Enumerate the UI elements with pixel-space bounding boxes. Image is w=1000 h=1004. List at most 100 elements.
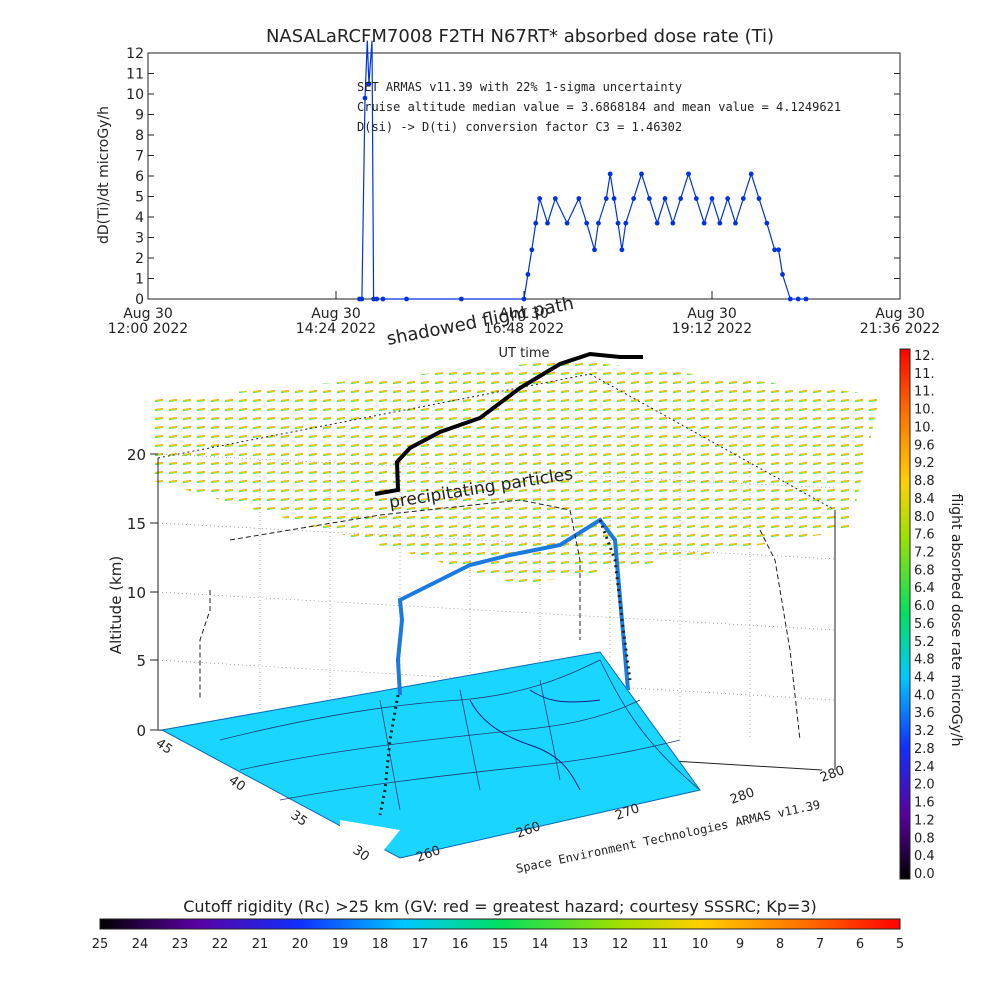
data-point	[654, 220, 660, 226]
y-tick-label: 6	[135, 169, 144, 185]
map-borders	[219, 659, 701, 811]
dose-colorbar-tick-label: 4.8	[914, 653, 935, 668]
y-axis-label: dD(Ti)/dt microGy/h	[96, 106, 112, 244]
data-point	[380, 296, 386, 302]
shadowed-flight-path	[374, 351, 643, 496]
dose-colorbar-tick-label: 9.2	[914, 456, 935, 471]
dose-colorbar-tick-label: 6.4	[914, 581, 935, 596]
y-tick-label: 10	[126, 87, 144, 103]
x-tick-label: Aug 30	[875, 306, 925, 322]
data-point	[623, 220, 629, 226]
dose-colorbar-tick-label: 7.2	[914, 545, 935, 560]
data-point	[764, 220, 770, 226]
dose-colorbar-tick-label: 11.	[914, 385, 935, 400]
lat-tick-label: 45	[153, 736, 175, 758]
data-point	[678, 196, 684, 201]
dose-rate-timeseries: NASALaRCFM7008 F2TH N67RT* absorbed dose…	[96, 26, 940, 361]
data-point	[592, 247, 597, 253]
x-axis-label: UT time	[499, 346, 550, 361]
y-tick-label: 0	[135, 292, 144, 308]
x-tick-label: Aug 30	[687, 306, 737, 322]
dose-colorbar-tick-label: 2.4	[914, 760, 935, 775]
dose-colorbar-tick-label: 8.0	[914, 510, 935, 525]
dose-series	[357, 40, 809, 302]
data-point	[639, 171, 644, 177]
rigidity-colorbar-tick-label: 6	[856, 937, 864, 952]
data-point	[611, 196, 617, 201]
data-point	[533, 220, 539, 226]
data-point	[603, 196, 609, 201]
data-point	[366, 81, 372, 87]
data-point	[607, 171, 613, 177]
dose-colorbar-ticks: 12. 11. 11. 10. 10. 9.6 9.2 8.8 8.4 8.0 7.6 7.2 6.8 6…	[914, 349, 935, 882]
dose-colorbar-tick-label: 5.2	[914, 635, 935, 650]
dose-colorbar-tick-label: 0.4	[914, 849, 935, 864]
rigidity-colorbar-tick-label: 17	[412, 937, 429, 952]
rigidity-colorbar-tick-label: 23	[172, 937, 189, 952]
dose-colorbar-tick-label: 8.8	[914, 474, 935, 489]
dose-colorbar-tick-label: 5.6	[914, 617, 935, 632]
dose-colorbar-tick-label: 3.6	[914, 706, 935, 721]
dose-colorbar-gradient	[899, 348, 911, 880]
x-tick-label: 14:24 2022	[296, 321, 376, 337]
flight-path	[395, 517, 630, 696]
data-point	[404, 296, 409, 302]
data-point	[693, 196, 699, 201]
lon-tick-label: 280	[728, 785, 756, 808]
projection-left	[199, 590, 211, 700]
data-point	[521, 296, 527, 302]
data-point	[776, 247, 781, 253]
data-point	[756, 196, 762, 201]
data-point	[733, 220, 738, 226]
data-point	[772, 247, 778, 253]
rigidity-colorbar-tick-label: 10	[692, 937, 709, 952]
z-axis: 0 5 10 15 20	[127, 446, 158, 740]
dose-colorbar-tick-label: 12.	[914, 349, 935, 364]
dose-colorbar-tick-label: 4.4	[914, 671, 935, 686]
data-point	[717, 220, 723, 226]
y-tick-label: 4	[135, 210, 144, 226]
y-tick-label: 9	[135, 108, 144, 124]
data-point	[740, 196, 746, 201]
rigidity-colorbar-tick-label: 20	[292, 937, 309, 952]
rigidity-colorbar-tick-label: 12	[612, 937, 629, 952]
ground-track	[378, 694, 400, 816]
projection-right	[759, 529, 801, 741]
x-tick-label: 16:48 2022	[484, 321, 564, 337]
dose-colorbar-tick-label: 1.2	[914, 813, 935, 828]
rigidity-colorbar-tick-label: 11	[652, 937, 669, 952]
data-point	[362, 95, 368, 101]
ocean-patch	[340, 820, 400, 855]
dose-colorbar-tick-label: 6.0	[914, 599, 935, 614]
dose-colorbar-tick-label: 8.4	[914, 492, 935, 507]
dose-colorbar-tick-label: 10.	[914, 420, 935, 435]
x-tick-label: Aug 30	[499, 306, 549, 322]
data-point	[662, 196, 668, 201]
dose-colorbar-tick-label: 0.8	[914, 831, 935, 846]
data-point	[564, 220, 570, 226]
y-tick-label: 11	[126, 67, 144, 83]
y-tick-label: 3	[135, 231, 144, 247]
lon-tick-label: 280	[818, 763, 846, 786]
rigidity-colorbar-tick-label: 24	[132, 937, 149, 952]
data-point	[525, 272, 531, 277]
y-tick-label: 2	[135, 251, 144, 267]
data-point	[787, 296, 793, 302]
data-point	[803, 296, 809, 302]
data-point	[458, 296, 464, 302]
data-point	[631, 196, 637, 201]
dose-colorbar-tick-label: 3.2	[914, 724, 935, 739]
data-point	[537, 196, 543, 201]
dose-layer	[150, 360, 880, 585]
top-edge-right	[589, 373, 836, 511]
rigidity-colorbar-label: Cutoff rigidity (Rc) >25 km (GV: red = g…	[183, 897, 817, 916]
z-tick-label: 10	[127, 584, 146, 602]
rigidity-colorbar-tick-label: 16	[452, 937, 469, 952]
y-tick-label: 7	[135, 149, 144, 165]
note-armas: SET ARMAS v11.39 with 22% 1-sigma uncert…	[357, 80, 682, 94]
data-point	[545, 220, 550, 226]
rigidity-colorbar-tick-label: 7	[816, 937, 824, 952]
